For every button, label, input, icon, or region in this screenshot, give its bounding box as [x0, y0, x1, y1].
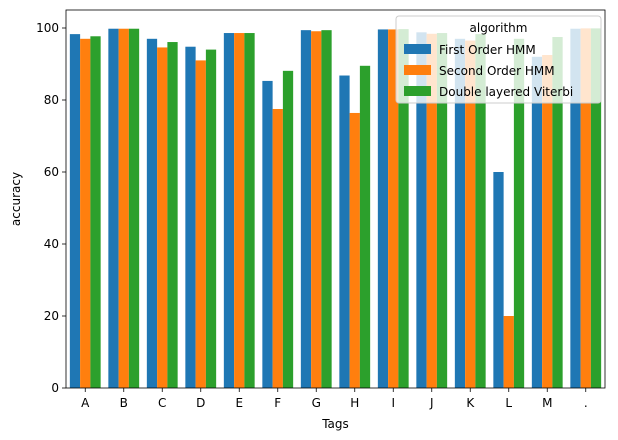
y-axis-label: accuracy: [9, 172, 23, 226]
y-axis: 0 20 40 60 80 100: [36, 21, 66, 395]
y-tick-label: 60: [44, 165, 59, 179]
bar-first-order-hmm-12: [531, 56, 543, 389]
x-tick-label: D: [196, 396, 205, 410]
bar-second-order-hmm-6: [311, 31, 322, 389]
bar-double-layered-viterbi-11: [513, 38, 525, 389]
legend-box: [395, 15, 602, 104]
bar-second-order-hmm-12: [542, 55, 553, 388]
x-tick-label: H: [350, 396, 359, 410]
bar-second-order-hmm-3: [195, 60, 206, 389]
bar-second-order-hmm-0: [80, 38, 91, 389]
x-tick-label: L: [505, 396, 512, 410]
x-axis-label: Tags: [321, 417, 349, 431]
bar-second-order-hmm-2: [157, 47, 168, 388]
plot-frame: [65, 9, 606, 389]
bar-first-order-hmm-13: [570, 28, 581, 388]
bar-double-layered-viterbi-4: [244, 33, 255, 388]
legend-title: algorithm: [470, 21, 528, 35]
bar-first-order-hmm-10: [454, 38, 466, 389]
bar-first-order-hmm-0: [69, 34, 81, 389]
x-tick-label: C: [158, 396, 166, 410]
bar-double-layered-viterbi-7: [359, 65, 371, 389]
bar-second-order-hmm-4: [234, 33, 245, 388]
x-axis: A B C D E F G H I J K L M.: [81, 388, 588, 410]
bar-double-layered-viterbi-12: [552, 37, 563, 388]
legend: algorithm First Order HMM Second Order HM…: [395, 15, 602, 104]
bar-double-layered-viterbi-8: [398, 29, 409, 389]
bar-first-order-hmm-4: [223, 33, 235, 388]
bar-first-order-hmm-7: [339, 75, 350, 389]
y-tick-label: 80: [44, 93, 59, 107]
bar-double-layered-viterbi-0: [90, 36, 101, 388]
x-tick-label: K: [466, 396, 475, 410]
bar-double-layered-viterbi-6: [321, 30, 332, 388]
bar-double-layered-viterbi-10: [475, 34, 486, 389]
x-tick-label: G: [312, 396, 321, 410]
bar-second-order-hmm-8: [388, 29, 399, 388]
bar-double-layered-viterbi-5: [282, 70, 294, 388]
bar-first-order-hmm-3: [185, 46, 196, 388]
x-tick-label: J: [429, 396, 434, 410]
bar-double-layered-viterbi-9: [436, 33, 448, 388]
y-tick-label: 40: [44, 237, 59, 251]
bar-first-order-hmm-2: [146, 38, 158, 389]
y-tick-label: 100: [36, 21, 59, 35]
legend-swatch: [404, 86, 431, 96]
bars-group: [69, 28, 602, 389]
bar-first-order-hmm-5: [262, 80, 273, 389]
bar-second-order-hmm-11: [503, 316, 514, 388]
bar-second-order-hmm-10: [465, 40, 476, 388]
bar-second-order-hmm-9: [426, 33, 437, 388]
x-tick-label: B: [120, 396, 128, 410]
x-tick-label: M: [542, 396, 552, 410]
legend-entry-label: Second Order HMM: [439, 64, 555, 78]
bar-double-layered-viterbi-13: [590, 28, 602, 389]
bar-first-order-hmm-1: [108, 28, 119, 388]
bar-double-layered-viterbi-2: [167, 42, 178, 388]
x-tick-label: I: [391, 396, 395, 410]
legend-entry-label: First Order HMM: [439, 43, 536, 57]
legend-swatch: [404, 65, 431, 75]
y-tick-label: 0: [51, 381, 59, 395]
bar-second-order-hmm-13: [580, 28, 591, 389]
bar-first-order-hmm-11: [493, 172, 504, 388]
bar-double-layered-viterbi-1: [128, 28, 140, 388]
bar-second-order-hmm-1: [118, 28, 129, 388]
bar-second-order-hmm-5: [272, 109, 283, 388]
bar-first-order-hmm-6: [300, 30, 312, 388]
y-tick-label: 20: [44, 309, 59, 323]
x-tick-label: .: [584, 396, 588, 410]
bar-second-order-hmm-7: [349, 112, 360, 389]
x-tick-label: E: [235, 396, 243, 410]
legend-items: First Order HMM Second Order HMM Double la…: [404, 43, 573, 99]
bar-double-layered-viterbi-3: [205, 49, 217, 388]
x-tick-label: A: [81, 396, 90, 410]
bar-first-order-hmm-9: [416, 32, 427, 388]
x-tick-label: F: [274, 396, 281, 410]
bar-first-order-hmm-8: [377, 29, 389, 388]
legend-entry-label: Double layered Viterbi: [439, 85, 573, 99]
legend-swatch: [404, 44, 431, 54]
